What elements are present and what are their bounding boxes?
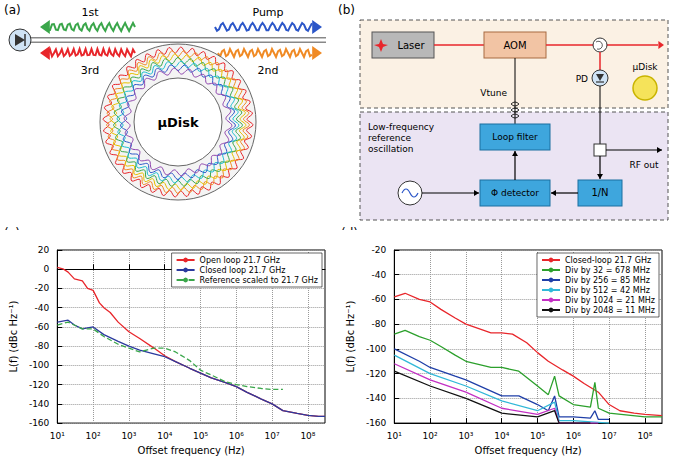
svg-text:Div by 32 = 678 MHz: Div by 32 = 678 MHz (565, 266, 650, 275)
svg-text:-40: -40 (35, 303, 50, 313)
svg-text:-60: -60 (35, 322, 50, 332)
svg-text:-100: -100 (366, 344, 387, 354)
svg-text:-160: -160 (366, 418, 387, 428)
svg-text:10⁶: 10⁶ (229, 431, 244, 441)
svg-text:10¹: 10¹ (387, 431, 402, 441)
svg-text:μDisk: μDisk (157, 115, 199, 130)
svg-text:RF out: RF out (629, 160, 659, 170)
svg-text:-20: -20 (35, 283, 50, 293)
svg-text:μDisk: μDisk (632, 62, 658, 72)
html-text:(d): (d) (341, 226, 358, 240)
svg-text:10⁴: 10⁴ (157, 431, 172, 441)
svg-text:reference: reference (368, 133, 411, 143)
html-text:(c): (c) (4, 226, 20, 240)
svg-text:10⁴: 10⁴ (494, 431, 509, 441)
svg-text:(a): (a) (4, 3, 21, 17)
svg-text:10¹: 10¹ (50, 431, 65, 441)
svg-text:1/N: 1/N (591, 187, 608, 198)
svg-text:Div by 512 = 42 MHz: Div by 512 = 42 MHz (565, 286, 650, 295)
svg-text:oscillation: oscillation (368, 144, 413, 154)
svg-text:Low-frequency: Low-frequency (368, 122, 435, 132)
svg-text:20: 20 (38, 245, 50, 255)
svg-text:L(f) (dBc Hz⁻¹): L(f) (dBc Hz⁻¹) (8, 301, 19, 373)
svg-text:-40: -40 (372, 270, 387, 280)
svg-text:-120: -120 (29, 380, 50, 390)
svg-text:(b): (b) (338, 3, 355, 17)
svg-text:AOM: AOM (503, 40, 526, 51)
svg-text:10³: 10³ (121, 431, 136, 441)
svg-text:-80: -80 (372, 319, 387, 329)
svg-text:10³: 10³ (458, 431, 473, 441)
svg-text:10²: 10² (86, 431, 101, 441)
svg-text:Closed loop 21.7 GHz: Closed loop 21.7 GHz (200, 266, 286, 275)
svg-text:10⁸: 10⁸ (300, 431, 315, 441)
svg-text:PD: PD (576, 74, 588, 84)
svg-text:Open loop 21.7 GHz: Open loop 21.7 GHz (200, 256, 280, 265)
svg-text:-100: -100 (29, 360, 50, 370)
svg-text:Offset frequency (Hz): Offset frequency (Hz) (475, 445, 582, 456)
svg-text:L(f) (dBc Hz⁻¹): L(f) (dBc Hz⁻¹) (345, 301, 356, 373)
svg-text:0: 0 (44, 264, 50, 274)
svg-text:Div by 1024 = 21 MHz: Div by 1024 = 21 MHz (565, 296, 655, 305)
svg-text:Div by 2048 = 11 MHz: Div by 2048 = 11 MHz (565, 306, 655, 315)
svg-text:10²: 10² (423, 431, 438, 441)
svg-text:Div by 256 = 85 MHz: Div by 256 = 85 MHz (565, 276, 650, 285)
svg-text:10⁷: 10⁷ (265, 431, 280, 441)
svg-text:Closed-loop 21.7 GHz: Closed-loop 21.7 GHz (565, 256, 651, 265)
svg-text:Reference scaled to 21.7 GHz: Reference scaled to 21.7 GHz (200, 276, 318, 285)
svg-text:-120: -120 (366, 369, 387, 379)
svg-text:-80: -80 (35, 341, 50, 351)
svg-text:Offset frequency (Hz): Offset frequency (Hz) (138, 445, 245, 456)
svg-text:3rd: 3rd (81, 64, 99, 77)
svg-text:-20: -20 (372, 245, 387, 255)
svg-text:1st: 1st (81, 6, 99, 19)
svg-text:Pump: Pump (252, 6, 283, 19)
svg-text:Vtune: Vtune (480, 88, 507, 98)
svg-text:10⁸: 10⁸ (637, 431, 652, 441)
svg-text:-140: -140 (29, 399, 50, 409)
svg-text:-140: -140 (366, 393, 387, 403)
svg-text:Laser: Laser (397, 40, 425, 51)
svg-text:Loop filter: Loop filter (492, 132, 538, 142)
svg-text:10⁶: 10⁶ (566, 431, 581, 441)
svg-text:10⁵: 10⁵ (530, 431, 545, 441)
svg-text:2nd: 2nd (258, 64, 279, 77)
svg-text:10⁵: 10⁵ (193, 431, 208, 441)
svg-text:-160: -160 (29, 418, 50, 428)
svg-text:Φ detector: Φ detector (491, 188, 539, 198)
svg-text:10⁷: 10⁷ (602, 431, 617, 441)
svg-text:-60: -60 (372, 294, 387, 304)
